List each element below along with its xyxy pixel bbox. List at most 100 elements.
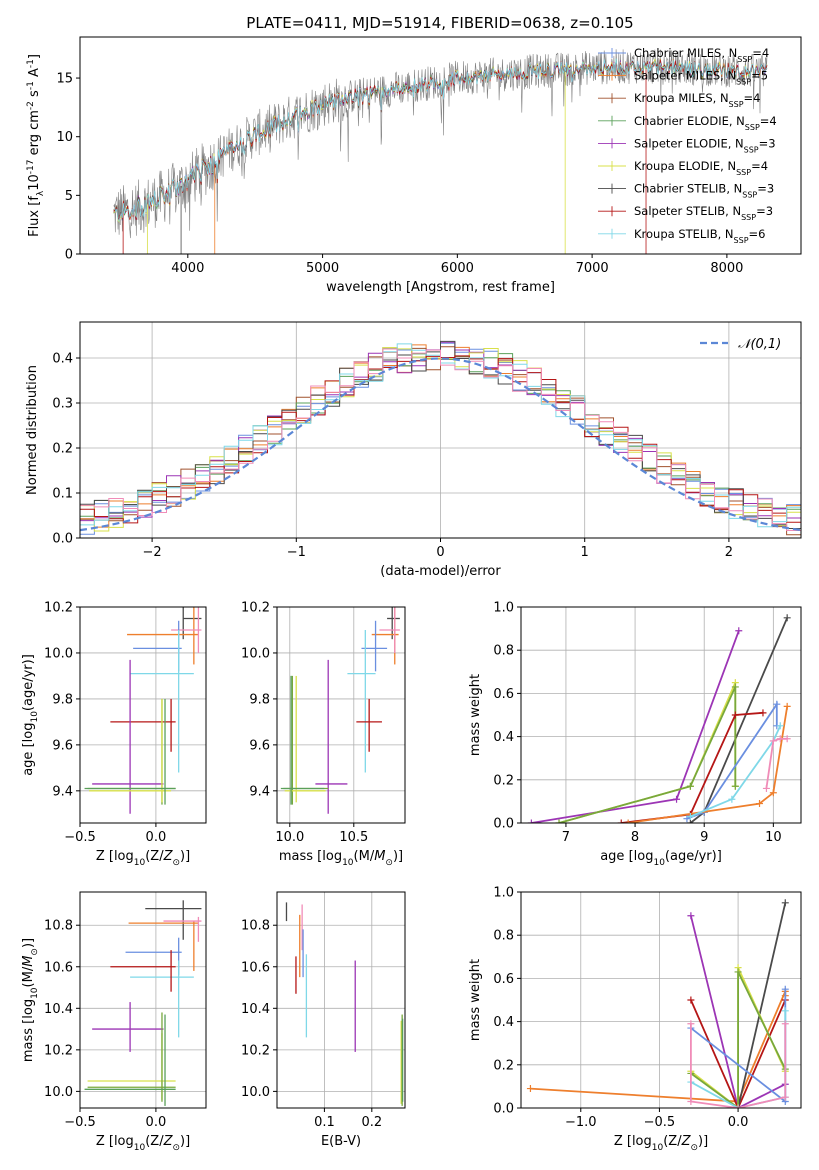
panel-age-vs-mass: 10.0 10.5 9.4 9.6 9.8 10.0 10.2 mass [log10(M/M… [241, 601, 406, 868]
weight-series-1 [530, 991, 787, 1103]
y-axis-label: Normed distribution [25, 365, 40, 495]
histogram-legend: 𝒩(0,1) [700, 337, 781, 352]
y-tick-label: 0.0 [493, 1102, 514, 1117]
legend-entry: Chabrier STELIB, NSSP=3 [634, 182, 774, 200]
y-tick-label: 10.2 [241, 1043, 270, 1058]
y-tick-label: 10.0 [241, 646, 270, 661]
panel-mass-weight-vs-Z: −1.0 −0.5 0.0 0.0 0.2 0.4 0.6 0.8 1.0 Z [log10(Z/… [468, 886, 802, 1153]
y-tick-label: 0.0 [52, 532, 73, 547]
legend-entry: Kroupa ELODIE, NSSP=4 [634, 159, 768, 177]
grid [521, 891, 801, 1109]
plot-area [527, 614, 791, 823]
weight-series-7 [628, 706, 789, 823]
y-tick-label: 0.2 [493, 773, 514, 788]
y-tick-label: 0.8 [493, 644, 514, 659]
axes-frame [276, 891, 406, 1109]
weight-point [731, 683, 739, 691]
weight-point [687, 1098, 695, 1106]
weight-point [731, 782, 739, 790]
y-tick-label: 10.6 [44, 960, 73, 975]
residual-histogram-10 [80, 348, 801, 531]
weight-series-9 [690, 1023, 787, 1108]
y-tick-label: 10.0 [241, 1085, 270, 1100]
x-tick-label: 0.2 [361, 1115, 382, 1130]
y-tick-label: 0.4 [52, 352, 73, 367]
weight-series-4 [558, 686, 737, 823]
weight-point [776, 722, 784, 730]
weight-series-2 [690, 915, 786, 1108]
weight-point [686, 782, 694, 790]
x-tick-label: −0.5 [64, 830, 96, 845]
y-tick-label: 10.8 [241, 919, 270, 934]
x-tick-label: 6000 [441, 261, 474, 276]
y-tick-label: 15 [56, 72, 73, 87]
y-tick-label: 0.2 [493, 1058, 514, 1073]
weight-series-4 [737, 902, 787, 1108]
y-tick-label: 10.8 [44, 919, 73, 934]
y-tick-label: 9.6 [52, 738, 73, 753]
y-tick-label: 0.3 [52, 397, 73, 412]
weight-point [781, 1007, 789, 1015]
panel-mass-vs-EBV: 0.1 0.2 10.0 10.2 10.4 10.6 10.8 E(B-V) [241, 891, 406, 1149]
y-tick-label: 10.6 [241, 960, 270, 975]
weight-point [783, 702, 791, 710]
weight-point [783, 614, 791, 622]
y-tick-label: 1.0 [493, 601, 514, 616]
y-tick-label: 10.2 [44, 1043, 73, 1058]
y-tick-label: 10.4 [241, 1002, 270, 1017]
panel-mass-weight-vs-age: 7 8 9 10 0.0 0.2 0.4 0.6 0.8 1.0 age [log10(age/yr… [468, 601, 802, 868]
weight-point [781, 985, 789, 993]
y-tick-label: 9.4 [52, 784, 73, 799]
x-tick-label: 7000 [576, 261, 609, 276]
y-tick-label: 10.2 [44, 601, 73, 616]
grid [79, 892, 206, 1108]
legend-entry: Salpeter MILES, NSSP=5 [634, 69, 768, 87]
y-tick-label: 0.6 [493, 972, 514, 987]
plot-area [285, 902, 404, 1106]
observed-spectrum [113, 49, 768, 239]
weight-point [781, 1093, 789, 1101]
weight-point [686, 819, 694, 823]
weight-point [734, 968, 742, 976]
x-tick-label: 5000 [306, 261, 339, 276]
y-tick-label: 9.6 [249, 738, 270, 753]
x-tick-label: 0 [436, 545, 444, 560]
weight-point [686, 813, 694, 821]
y-tick-label: 10 [56, 130, 73, 145]
y-tick-label: 0.1 [52, 487, 73, 502]
x-tick-label: −1 [287, 545, 306, 560]
weight-point [687, 1020, 695, 1028]
weight-point [526, 1085, 534, 1093]
y-tick-label: 10.0 [44, 1085, 73, 1100]
weight-point [776, 735, 784, 743]
y-axis-label: mass weight [468, 674, 483, 756]
x-axis-label: age [log10(age/yr)] [600, 849, 722, 868]
x-tick-label: 10.5 [339, 830, 368, 845]
y-tick-label: 5 [65, 189, 73, 204]
weight-point [735, 627, 743, 635]
x-tick-label: 8 [631, 830, 639, 845]
weight-point [731, 711, 739, 719]
y-tick-label: 9.4 [249, 784, 270, 799]
x-tick-label: 9 [700, 830, 708, 845]
y-tick-label: 0.0 [493, 817, 514, 832]
axes-frame [79, 606, 207, 824]
y-axis-label: Flux [fλ10-17 erg cm-2 s-1 A-1] [26, 54, 46, 237]
x-axis-label: Z [log10(Z/Z⊙)] [614, 1134, 708, 1153]
weight-point [759, 709, 767, 717]
model-spectrum-9 [113, 58, 768, 223]
y-tick-label: 10.0 [44, 646, 73, 661]
x-tick-label: −0.5 [64, 1115, 96, 1130]
y-axis-label: mass [log10(M/M⊙)] [21, 938, 40, 1062]
weight-point [687, 996, 695, 1004]
legend-entry: Salpeter STELIB, NSSP=3 [634, 204, 773, 222]
panel-spectrum: 4000 5000 6000 7000 8000 0 5 10 15 wavelength [An… [26, 36, 802, 295]
x-tick-label: 4000 [171, 261, 204, 276]
weight-point [769, 737, 777, 745]
axes-frame [520, 891, 802, 1109]
panel-age-vs-Z: −0.5 0.0 9.4 9.6 9.8 10.0 10.2 Z [log10(Z/Z⊙)] a… [21, 601, 207, 868]
x-tick-label: −2 [143, 545, 162, 560]
weight-point [781, 899, 789, 907]
x-tick-label: −0.5 [644, 1115, 676, 1130]
weight-point [781, 1020, 789, 1028]
